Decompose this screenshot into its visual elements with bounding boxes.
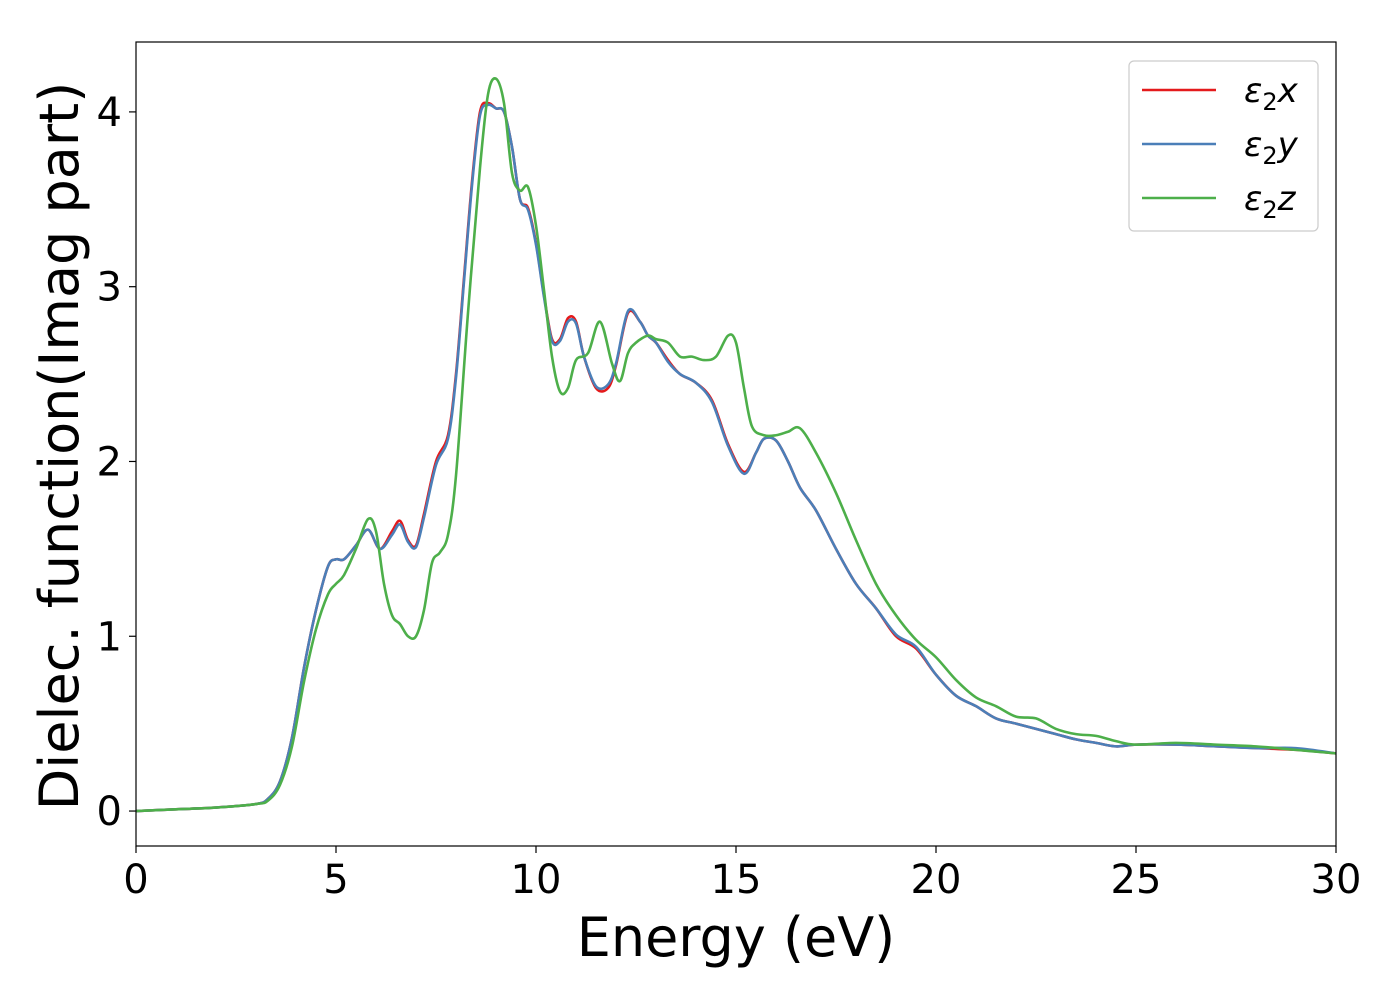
legend-label-x: ε2x bbox=[1244, 71, 1299, 116]
x-tick-label: 25 bbox=[1111, 857, 1162, 903]
y-tick-label: 4 bbox=[97, 90, 122, 136]
x-tick-label: 30 bbox=[1311, 857, 1362, 903]
series-line-y bbox=[136, 103, 1336, 813]
y-tick-label: 0 bbox=[97, 789, 122, 835]
x-tick-label: 20 bbox=[911, 857, 962, 903]
y-axis-label: Dielec. function(Imag part) bbox=[28, 82, 91, 811]
y-axis-ticks: 0 1 2 3 4 bbox=[97, 90, 136, 835]
x-tick-label: 5 bbox=[323, 857, 348, 903]
legend: ε2x ε2y ε2z bbox=[1128, 60, 1319, 232]
legend-box bbox=[1128, 60, 1319, 232]
x-axis-ticks: 0 5 10 15 20 25 30 bbox=[123, 846, 1361, 903]
plot-lines bbox=[136, 77, 1336, 813]
y-tick-label: 3 bbox=[97, 265, 122, 311]
legend-label-z: ε2z bbox=[1244, 179, 1297, 224]
legend-label-y: ε2y bbox=[1244, 125, 1299, 170]
x-tick-label: 0 bbox=[123, 857, 148, 903]
x-tick-label: 15 bbox=[711, 857, 762, 903]
y-tick-label: 2 bbox=[97, 439, 122, 485]
x-tick-label: 10 bbox=[511, 857, 562, 903]
x-axis-label: Energy (eV) bbox=[577, 906, 896, 969]
series-line-z bbox=[136, 77, 1336, 813]
y-tick-label: 1 bbox=[97, 614, 122, 660]
